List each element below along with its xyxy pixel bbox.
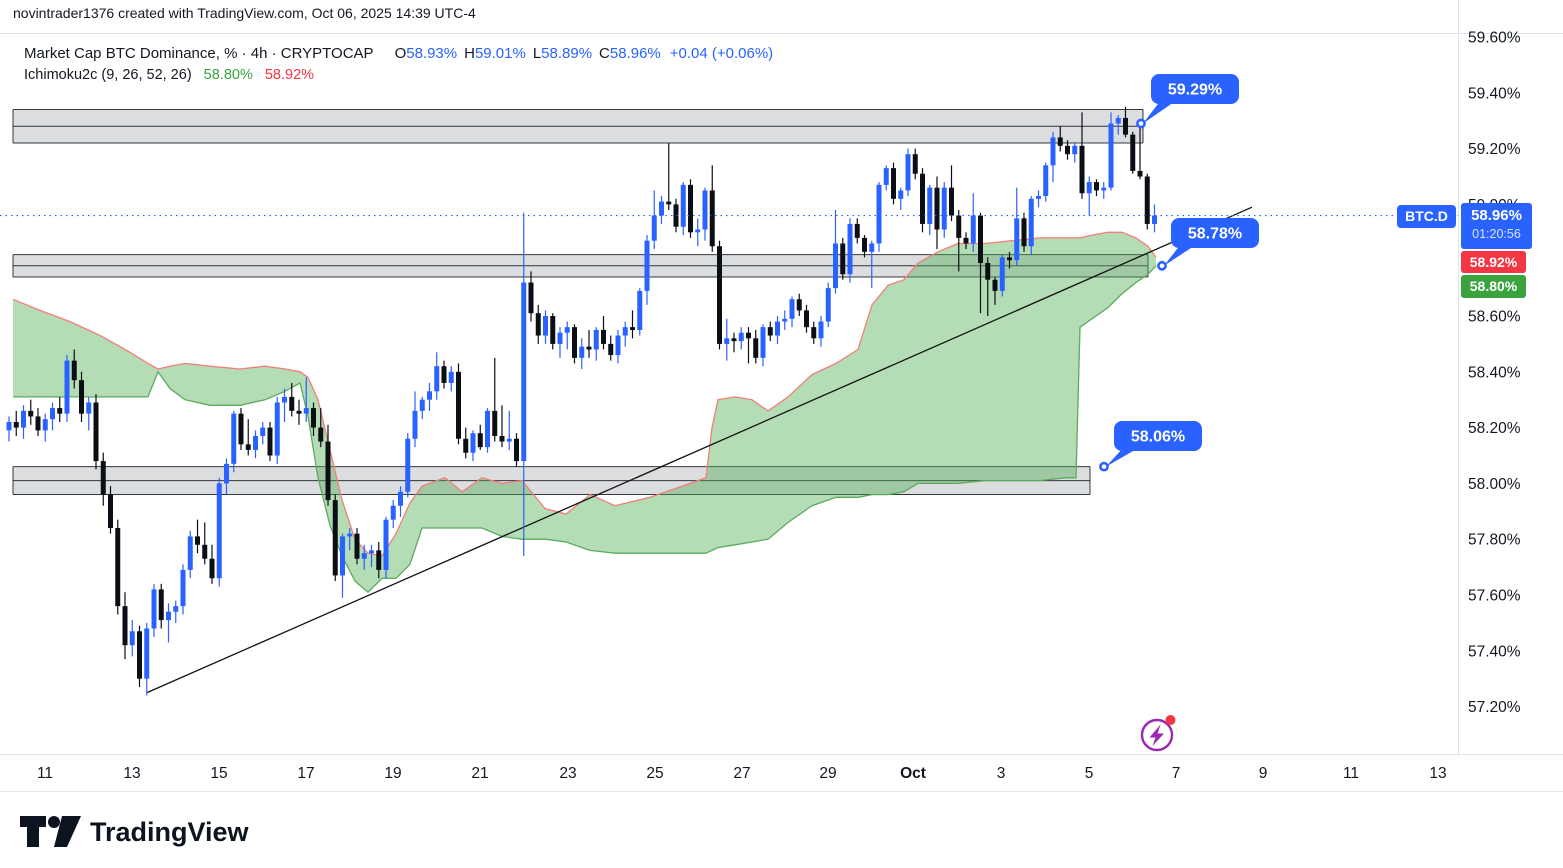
price-tick-label: 57.20% [1468, 699, 1521, 716]
bar-countdown: 01:20:56 [1472, 227, 1521, 241]
time-tick-label: 17 [297, 765, 314, 782]
time-tick-label: 11 [37, 765, 53, 782]
time-tick-label: 9 [1259, 765, 1268, 782]
time-tick-label: 15 [210, 765, 227, 782]
tradingview-logo[interactable]: TradingView [18, 810, 258, 854]
time-tick-label: 7 [1172, 765, 1181, 782]
time-tick-label: 23 [559, 765, 576, 782]
price-tick-label: 57.40% [1468, 643, 1521, 660]
ohlc-high-label: H [464, 45, 475, 62]
price-callout-label: 58.06% [1131, 429, 1185, 446]
price-callout[interactable]: 59.29% [1136, 74, 1239, 129]
senkou-a-price-flag[interactable]: 58.92% [1461, 251, 1526, 273]
price-axis[interactable]: 59.60%59.40%59.20%59.00%58.80%58.60%58.4… [1468, 30, 1521, 717]
tradingview-logo-text: TradingView [90, 817, 250, 847]
price-callout-label: 58.78% [1188, 226, 1242, 243]
price-tick-label: 59.60% [1468, 30, 1521, 47]
indicator-legend[interactable]: Ichimoku2c (9, 26, 52, 26) 58.80% 58.92% [24, 67, 314, 83]
callout-anchor-dot [1136, 118, 1146, 129]
last-price-flag[interactable]: 58.96% 01:20:56 [1461, 203, 1532, 249]
price-tick-label: 59.20% [1468, 141, 1521, 158]
symbol-price-flag[interactable]: BTC.D [1397, 205, 1456, 228]
ohlc-low-value: 58.89% [541, 45, 593, 62]
price-tick-label: 59.40% [1468, 85, 1521, 102]
senkou-b-price-flag[interactable]: 58.80% [1461, 275, 1526, 298]
indicator-name: Ichimoku2c (9, 26, 52, 26) [24, 67, 192, 83]
change-value: +0.04 (+0.06%) [669, 45, 774, 62]
time-tick-label: 25 [646, 765, 663, 782]
time-tick-label: 11 [1343, 765, 1359, 782]
ohlc-close-label: C [599, 45, 610, 62]
callout-anchor-dot [1157, 260, 1167, 271]
time-tick-label: 5 [1085, 765, 1094, 782]
price-tick-label: 58.60% [1468, 309, 1521, 326]
price-tick-label: 58.40% [1468, 364, 1521, 381]
ohlc-open-label: O [394, 45, 407, 62]
price-callout[interactable]: 58.06% [1099, 421, 1202, 472]
time-tick-label: 21 [471, 765, 488, 782]
time-axis[interactable]: 11 13 15 17 19 21 23 25 27 29 Oct 3 5 7 9 11 13 [37, 765, 1447, 782]
symbol-title: Market Cap BTC Dominance, % · 4h · CRYPT… [24, 45, 374, 62]
time-tick-label: 27 [733, 765, 750, 782]
time-tick-label: 19 [384, 765, 401, 782]
time-tick-label: 13 [1429, 765, 1446, 782]
price-tick-label: 58.00% [1468, 476, 1521, 493]
tradingview-logo-mark [20, 816, 81, 847]
time-tick-label: 3 [997, 765, 1006, 782]
lightning-badge-icon[interactable] [1140, 715, 1176, 752]
ohlc-low-label: L [532, 45, 542, 62]
indicator-senkou-a-value: 58.92% [264, 67, 315, 83]
price-tick-label: 57.60% [1468, 588, 1521, 605]
symbol-legend[interactable]: Market Cap BTC Dominance, % · 4h · CRYPT… [24, 45, 773, 62]
time-tick-label: Oct [900, 765, 926, 782]
callout-anchor-dot [1099, 461, 1109, 472]
ohlc-high-value: 59.01% [474, 45, 526, 62]
last-price-value: 58.96% [1471, 207, 1522, 224]
time-tick-label: 13 [123, 765, 140, 782]
price-tick-label: 57.80% [1468, 532, 1521, 549]
ichimoku-cloud [12, 231, 1157, 594]
notification-dot-icon [1165, 715, 1176, 725]
time-tick-label: 29 [819, 765, 836, 782]
ohlc-open-value: 58.93% [406, 45, 458, 62]
attribution-text: novintrader1376 created with TradingView… [13, 5, 476, 21]
ohlc-close-value: 58.96% [609, 45, 661, 62]
trend-line[interactable] [146, 206, 1253, 694]
price-callout[interactable]: 58.78% [1157, 218, 1259, 271]
indicator-senkou-b-value: 58.80% [203, 67, 253, 83]
price-tick-label: 58.20% [1468, 420, 1521, 437]
price-callout-label: 59.29% [1168, 82, 1222, 99]
candles [6, 106, 1157, 696]
